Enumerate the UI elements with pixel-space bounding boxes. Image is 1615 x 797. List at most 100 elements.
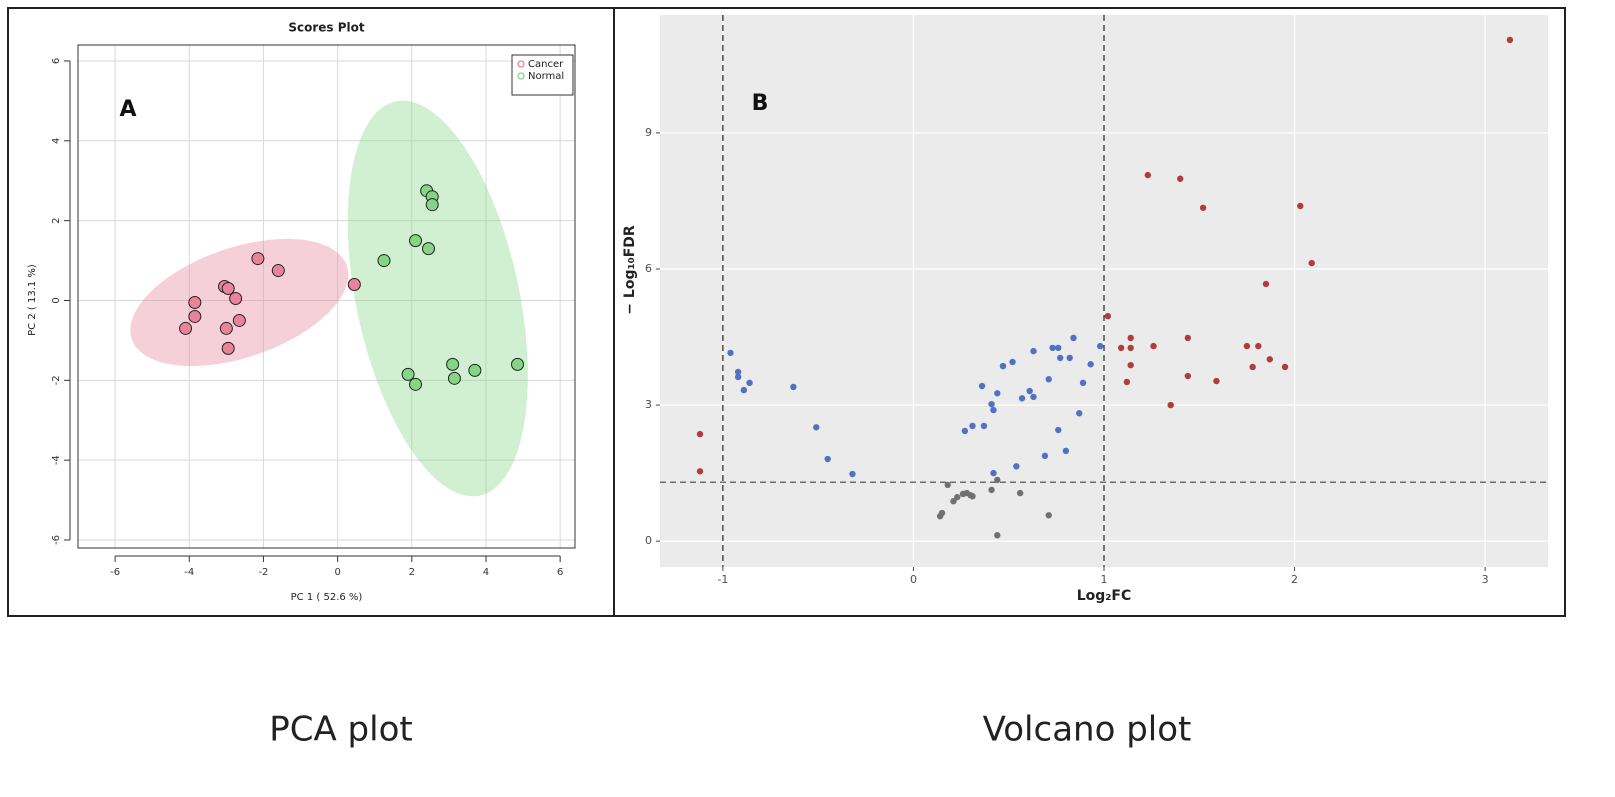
point bbox=[696, 468, 704, 475]
x-tick-label: 4 bbox=[483, 567, 489, 578]
point bbox=[950, 498, 957, 505]
x-tick-label: 2 bbox=[1291, 573, 1298, 586]
point bbox=[1243, 342, 1251, 350]
point bbox=[1127, 344, 1134, 352]
x-tick-label: -4 bbox=[184, 567, 194, 578]
point bbox=[1026, 387, 1033, 395]
figure-frame bbox=[7, 7, 1566, 617]
point bbox=[179, 321, 193, 335]
point bbox=[1262, 280, 1270, 288]
point bbox=[1045, 376, 1052, 383]
x-tick-label: -2 bbox=[258, 567, 268, 578]
point bbox=[188, 309, 202, 323]
point bbox=[813, 424, 820, 431]
point bbox=[1199, 204, 1207, 211]
point bbox=[1117, 344, 1125, 352]
point bbox=[221, 282, 235, 296]
point bbox=[696, 430, 704, 438]
point bbox=[1056, 354, 1064, 362]
x-tick-label: 3 bbox=[1482, 573, 1489, 586]
point bbox=[1266, 356, 1273, 363]
point bbox=[994, 476, 1001, 484]
x-axis-label: Log₂FC bbox=[1077, 588, 1132, 604]
x-tick-label: 6 bbox=[557, 567, 563, 578]
point bbox=[824, 455, 831, 463]
point bbox=[421, 242, 435, 256]
point bbox=[232, 313, 246, 327]
point bbox=[1018, 395, 1026, 402]
panel-label: A bbox=[119, 97, 136, 122]
point bbox=[1213, 377, 1220, 385]
x-tick-label: -1 bbox=[717, 573, 728, 586]
point bbox=[1030, 347, 1037, 355]
point bbox=[938, 509, 946, 517]
point bbox=[401, 367, 415, 381]
point bbox=[251, 252, 265, 266]
point bbox=[468, 363, 482, 377]
point bbox=[990, 469, 997, 477]
y-tick-label: 4 bbox=[51, 138, 62, 144]
x-tick-label: -6 bbox=[110, 567, 120, 578]
y-tick-label: 0 bbox=[51, 297, 62, 303]
point bbox=[988, 486, 995, 494]
point bbox=[849, 470, 856, 478]
point bbox=[446, 357, 460, 371]
point bbox=[229, 291, 243, 305]
panel-label: B bbox=[752, 91, 769, 116]
point bbox=[1066, 354, 1073, 362]
point bbox=[980, 422, 988, 430]
y-tick-label: 3 bbox=[645, 398, 652, 411]
x-tick-label: 0 bbox=[334, 567, 340, 578]
point bbox=[1009, 358, 1016, 366]
point bbox=[954, 493, 961, 501]
x-axis-label: PC 1 ( 52.6 %) bbox=[291, 592, 363, 603]
point bbox=[271, 264, 285, 278]
legend-label: Cancer bbox=[528, 59, 564, 70]
point bbox=[1127, 361, 1134, 369]
point bbox=[1016, 489, 1024, 497]
y-tick-label: -6 bbox=[51, 535, 62, 545]
point bbox=[994, 390, 1001, 397]
point bbox=[1079, 379, 1087, 387]
point bbox=[1150, 342, 1157, 350]
point bbox=[1255, 342, 1262, 350]
point bbox=[1177, 175, 1184, 182]
point bbox=[1297, 202, 1304, 210]
point bbox=[1045, 512, 1052, 519]
point bbox=[1055, 344, 1062, 352]
point bbox=[1013, 463, 1020, 470]
point bbox=[221, 341, 235, 355]
point bbox=[409, 377, 423, 391]
y-tick-label: 9 bbox=[645, 126, 652, 139]
point bbox=[377, 254, 391, 268]
point bbox=[1144, 171, 1152, 179]
y-tick-label: 0 bbox=[645, 534, 652, 547]
point bbox=[1104, 312, 1112, 320]
caption: PCA plot bbox=[269, 710, 412, 750]
point bbox=[967, 492, 974, 499]
y-axis-label: PC 2 ( 13.1 %) bbox=[27, 264, 38, 336]
chart-title: Scores Plot bbox=[288, 21, 365, 35]
legend-marker bbox=[517, 60, 525, 68]
point bbox=[1127, 334, 1134, 342]
x-tick-label: 1 bbox=[1101, 573, 1108, 586]
point bbox=[1030, 393, 1037, 401]
y-tick-label: 2 bbox=[51, 217, 62, 223]
confidence-ellipse bbox=[347, 100, 528, 497]
point bbox=[1049, 344, 1056, 352]
point bbox=[999, 362, 1007, 370]
point bbox=[511, 357, 525, 371]
caption: Volcano plot bbox=[983, 710, 1192, 750]
point bbox=[746, 379, 753, 387]
point bbox=[1055, 426, 1062, 434]
point bbox=[994, 532, 1001, 539]
x-tick-label: 2 bbox=[409, 567, 415, 578]
point bbox=[978, 382, 986, 390]
point bbox=[219, 321, 233, 335]
point bbox=[1184, 334, 1192, 342]
point bbox=[734, 368, 742, 376]
point bbox=[969, 422, 976, 430]
point bbox=[1096, 342, 1104, 350]
point bbox=[1281, 363, 1289, 371]
point bbox=[1167, 401, 1174, 409]
